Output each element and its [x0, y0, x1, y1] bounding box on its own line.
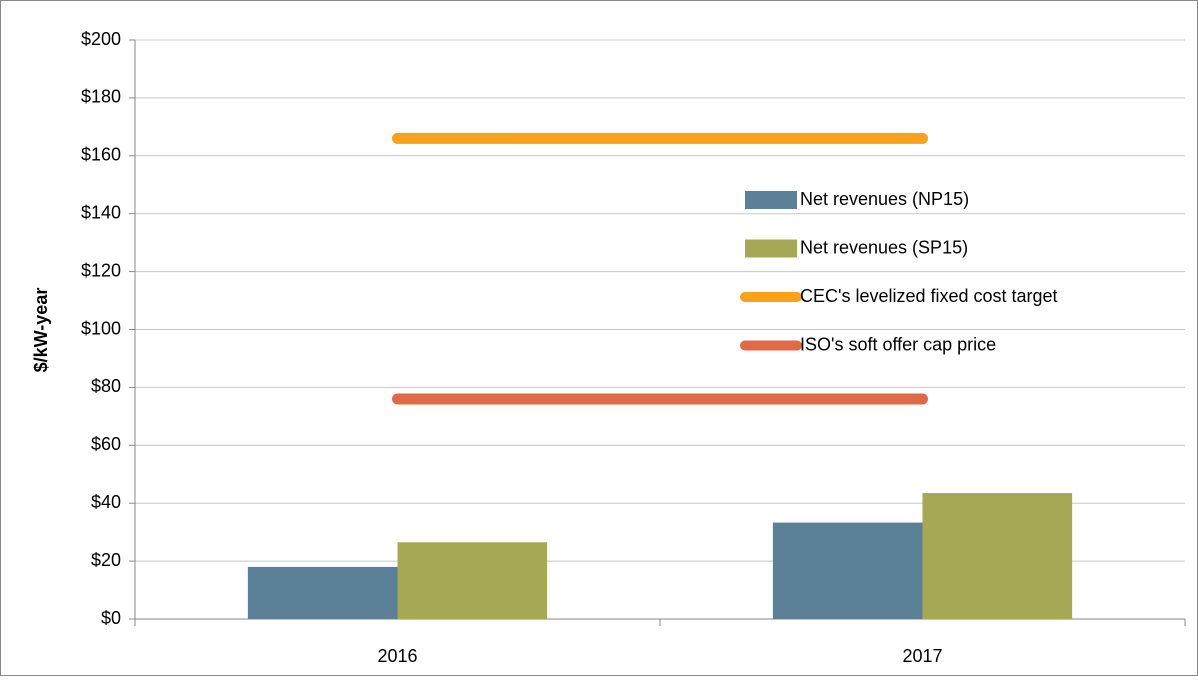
legend-label: Net revenues (NP15) — [800, 189, 969, 209]
x-tick-label: 2017 — [902, 646, 942, 666]
y-tick-label: $60 — [91, 434, 121, 454]
y-tick-label: $20 — [91, 550, 121, 570]
y-tick-label: $140 — [81, 202, 121, 222]
y-tick-label: $40 — [91, 492, 121, 512]
x-tick-label: 2016 — [377, 646, 417, 666]
bar — [397, 542, 548, 619]
legend-label: Net revenues (SP15) — [800, 237, 968, 257]
legend-swatch — [745, 191, 797, 209]
y-tick-label: $160 — [81, 145, 121, 165]
legend-swatch — [745, 239, 797, 258]
y-tick-label: $180 — [81, 87, 121, 107]
bar — [247, 566, 398, 619]
bar — [772, 522, 923, 619]
y-tick-label: $200 — [81, 29, 121, 49]
bar — [922, 493, 1073, 619]
legend-label: ISO's soft offer cap price — [800, 334, 996, 354]
y-tick-label: $80 — [91, 376, 121, 396]
y-tick-label: $0 — [101, 608, 121, 628]
legend-label: CEC's levelized fixed cost target — [800, 286, 1058, 306]
y-tick-label: $100 — [81, 318, 121, 338]
y-tick-label: $120 — [81, 260, 121, 280]
y-axis-label: $/kW-year — [31, 288, 51, 373]
